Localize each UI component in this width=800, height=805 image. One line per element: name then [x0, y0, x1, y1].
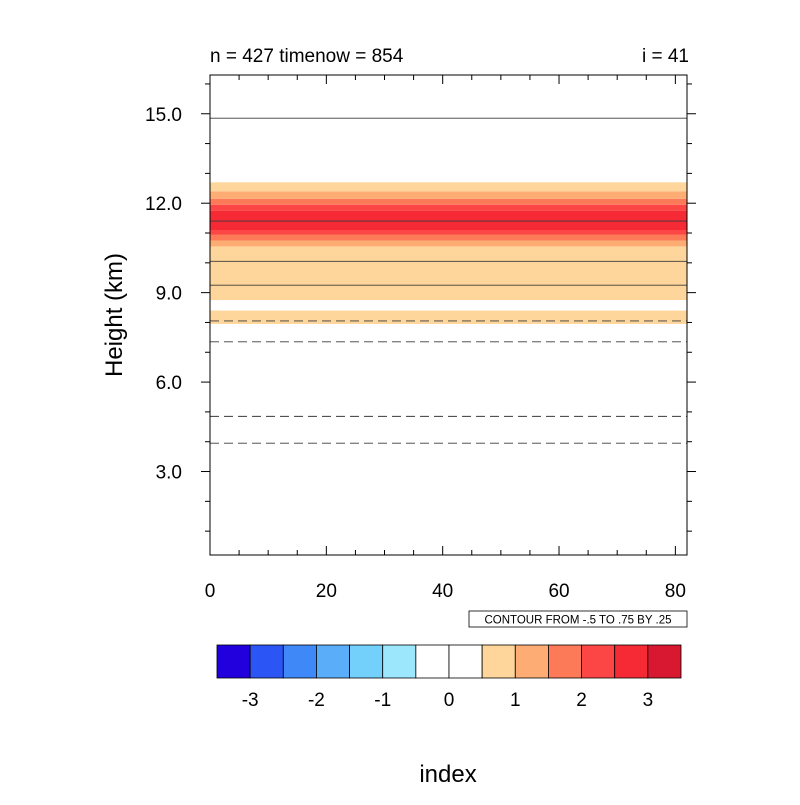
x-tick-label: 60: [548, 581, 569, 602]
colorbar-swatch: [548, 644, 582, 679]
y-tick-label: 12.0: [145, 194, 182, 215]
colorbar-swatch: [481, 644, 516, 679]
title-right: i = 41: [642, 46, 689, 67]
fill-band: [210, 191, 687, 199]
title-left: n = 427 timenow = 854: [210, 46, 404, 67]
y-tick-label: 15.0: [145, 105, 182, 126]
colorbar-label: -3: [242, 690, 259, 711]
colorbar-swatch: [415, 644, 450, 679]
colorbar-swatch: [216, 644, 251, 679]
x-tick-label: 20: [316, 581, 337, 602]
plot-frame: [209, 74, 688, 556]
colorbar-label: 3: [643, 690, 654, 711]
colorbar: -3 -2 -1 0 1 2 3: [216, 644, 682, 711]
colorbar-swatch: [349, 644, 384, 679]
colorbar-swatch: [382, 644, 417, 679]
fill-band: [210, 204, 687, 211]
colorbar-swatch: [581, 644, 616, 679]
colorbar-label: 0: [444, 690, 455, 711]
fill-band: [210, 234, 687, 241]
colorbar-swatch: [448, 644, 483, 679]
x-tick-label: 0: [205, 581, 216, 602]
colorbar-swatch: [514, 644, 549, 679]
colorbar-label: -2: [308, 690, 325, 711]
colorbar-label: 1: [510, 690, 521, 711]
fill-band: [210, 230, 687, 235]
x-axis-label: index: [419, 761, 476, 788]
fill-band: [210, 198, 687, 205]
y-tick-label: 9.0: [156, 284, 182, 305]
fill-band: [210, 210, 687, 231]
fill-band: [210, 240, 687, 247]
y-tick-label: 6.0: [156, 373, 182, 394]
contour-info-box: [468, 610, 688, 628]
colorbar-swatch: [647, 644, 682, 679]
fill-band: [210, 246, 687, 301]
y-axis-label: Height (km): [101, 253, 128, 377]
fill-band: [210, 310, 687, 324]
colorbar-label: 2: [576, 690, 587, 711]
colorbar-swatch: [249, 644, 284, 679]
colorbar-label: -1: [374, 690, 391, 711]
y-tick-label: 3.0: [156, 463, 182, 484]
colorbar-swatch: [614, 644, 649, 679]
fill-band: [210, 182, 687, 192]
x-tick-label: 80: [665, 581, 686, 602]
contour-info-text: CONTOUR FROM -.5 TO .75 BY .25: [484, 615, 671, 627]
x-tick-label: 40: [432, 581, 453, 602]
colorbar-swatch: [316, 644, 350, 679]
colorbar-swatch: [282, 644, 317, 679]
